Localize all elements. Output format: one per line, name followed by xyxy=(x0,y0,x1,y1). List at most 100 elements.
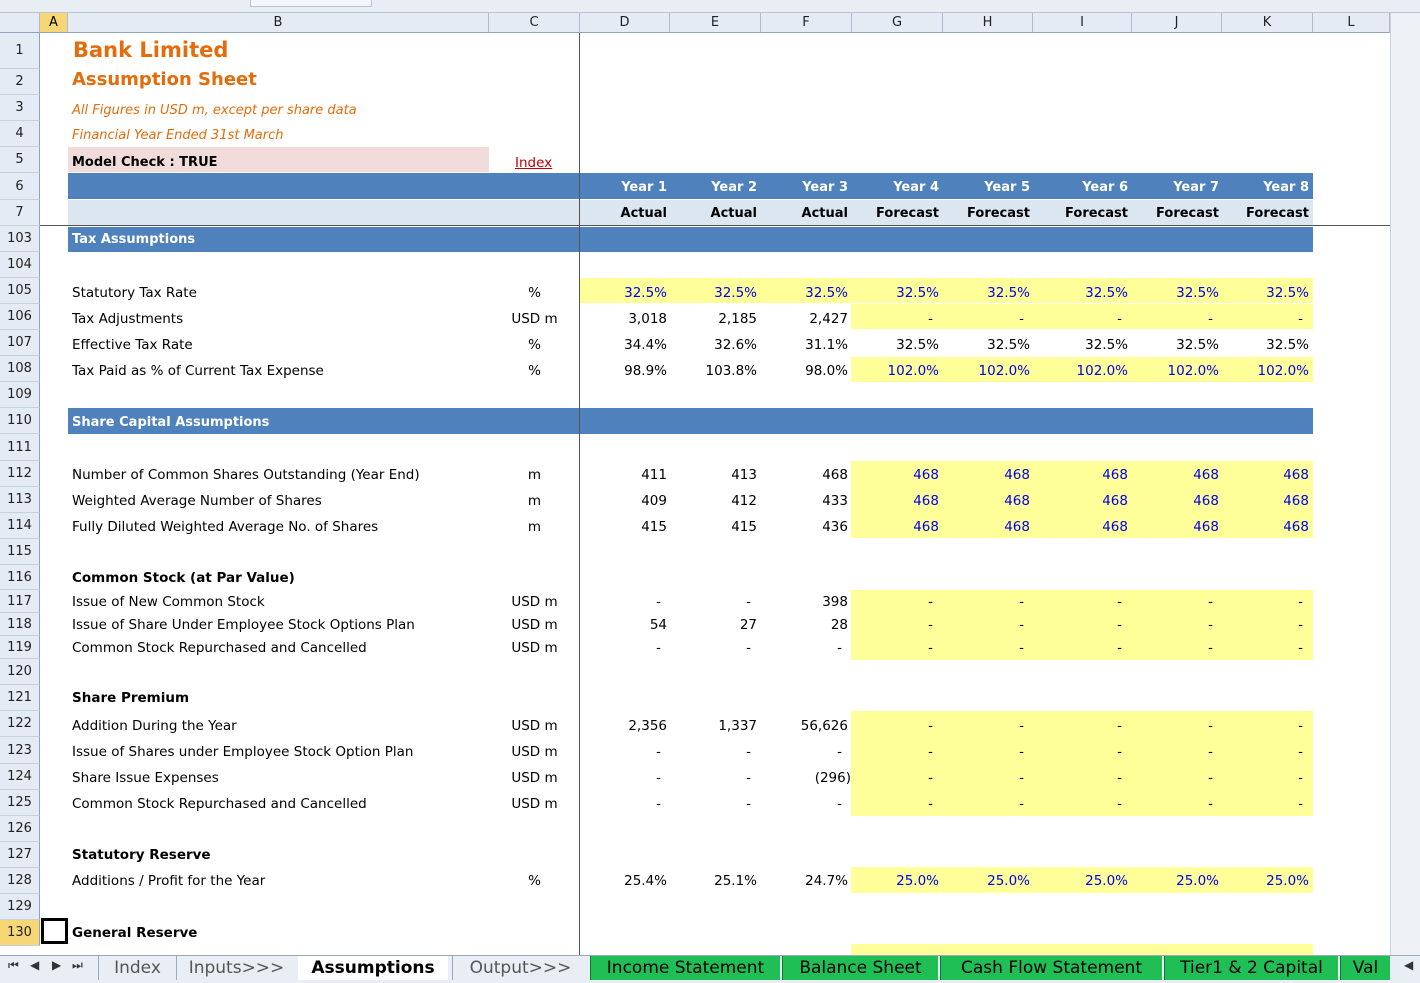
column-header-f[interactable]: F xyxy=(761,13,852,33)
value-cell[interactable]: - xyxy=(1298,718,1303,734)
sheet-tab[interactable]: Output>>> xyxy=(452,956,588,980)
value-cell[interactable]: - xyxy=(1117,617,1122,633)
row-header-129[interactable]: 129 xyxy=(0,894,40,920)
value-cell[interactable]: - xyxy=(1019,718,1024,734)
sheet-tab[interactable]: Tier1 & 2 Capital xyxy=(1164,956,1338,980)
value-cell[interactable]: 32.5% xyxy=(1085,337,1128,353)
value-cell[interactable]: 98.0% xyxy=(805,363,848,379)
value-cell[interactable]: 1,337 xyxy=(718,718,757,734)
value-cell[interactable]: 436 xyxy=(822,519,848,535)
value-cell[interactable]: 468 xyxy=(1193,493,1219,509)
column-header-c[interactable]: C xyxy=(489,13,580,33)
value-cell[interactable]: 32.5% xyxy=(896,285,939,301)
value-cell[interactable]: 32.5% xyxy=(896,337,939,353)
value-cell[interactable]: 102.0% xyxy=(887,363,939,379)
value-cell[interactable]: - xyxy=(746,796,751,812)
column-header-g[interactable]: G xyxy=(852,13,943,33)
value-cell[interactable]: - xyxy=(1117,640,1122,656)
row-header-122[interactable]: 122 xyxy=(0,711,40,737)
value-cell[interactable]: 98.9% xyxy=(624,363,667,379)
value-cell[interactable]: 25.4% xyxy=(624,873,667,889)
select-all-corner[interactable] xyxy=(0,13,40,33)
value-cell[interactable]: - xyxy=(656,594,661,610)
value-cell[interactable]: 102.0% xyxy=(978,363,1030,379)
name-box[interactable] xyxy=(250,0,372,7)
row-header-103[interactable]: 103 xyxy=(0,226,40,252)
column-header-b[interactable]: B xyxy=(68,13,489,33)
value-cell[interactable]: - xyxy=(1019,594,1024,610)
value-cell[interactable]: 468 xyxy=(1102,519,1128,535)
row-header-6[interactable]: 6 xyxy=(0,173,40,200)
value-cell[interactable]: 32.5% xyxy=(987,285,1030,301)
value-cell[interactable]: - xyxy=(1298,311,1303,327)
value-cell[interactable]: - xyxy=(746,744,751,760)
value-cell[interactable]: 34.4% xyxy=(624,337,667,353)
value-cell[interactable]: 468 xyxy=(913,493,939,509)
value-cell[interactable]: 409 xyxy=(641,493,667,509)
column-header-e[interactable]: E xyxy=(670,13,761,33)
value-cell[interactable]: - xyxy=(656,796,661,812)
value-cell[interactable]: - xyxy=(1208,744,1213,760)
value-cell[interactable]: - xyxy=(928,617,933,633)
row-header-107[interactable]: 107 xyxy=(0,330,40,356)
value-cell[interactable]: 32.5% xyxy=(987,337,1030,353)
value-cell[interactable]: 415 xyxy=(731,519,757,535)
value-cell[interactable]: - xyxy=(928,796,933,812)
column-header-a[interactable]: A xyxy=(40,13,68,33)
value-cell[interactable]: - xyxy=(746,770,751,786)
value-cell[interactable]: - xyxy=(1117,718,1122,734)
column-header-l[interactable]: L xyxy=(1313,13,1390,33)
sheet-tab[interactable]: Cash Flow Statement xyxy=(940,956,1162,980)
value-cell[interactable]: - xyxy=(928,718,933,734)
row-header-124[interactable]: 124 xyxy=(0,764,40,790)
row-header-7[interactable]: 7 xyxy=(0,200,40,226)
first-sheet-icon[interactable]: ⏮ xyxy=(8,958,19,972)
column-header-j[interactable]: J xyxy=(1132,13,1222,33)
row-header-106[interactable]: 106 xyxy=(0,304,40,330)
value-cell[interactable]: 24.7% xyxy=(805,873,848,889)
value-cell[interactable]: (296) xyxy=(814,770,851,786)
value-cell[interactable]: 102.0% xyxy=(1257,363,1309,379)
row-header-104[interactable]: 104 xyxy=(0,252,40,278)
sheet-tab[interactable]: Index xyxy=(98,956,176,980)
value-cell[interactable]: - xyxy=(1298,796,1303,812)
row-header-4[interactable]: 4 xyxy=(0,121,40,147)
value-cell[interactable]: 468 xyxy=(1193,467,1219,483)
value-cell[interactable]: 2,356 xyxy=(628,718,667,734)
row-header-128[interactable]: 128 xyxy=(0,868,40,894)
value-cell[interactable]: 32.5% xyxy=(805,285,848,301)
value-cell[interactable]: 54 xyxy=(649,617,667,633)
value-cell[interactable]: 411 xyxy=(641,467,667,483)
value-cell[interactable]: 468 xyxy=(1283,493,1309,509)
value-cell[interactable]: 3,018 xyxy=(628,311,667,327)
value-cell[interactable]: - xyxy=(837,640,842,656)
value-cell[interactable]: 32.5% xyxy=(1266,337,1309,353)
column-header-d[interactable]: D xyxy=(580,13,670,33)
row-header-114[interactable]: 114 xyxy=(0,513,40,539)
value-cell[interactable]: 468 xyxy=(1283,467,1309,483)
value-cell[interactable]: 32.5% xyxy=(1266,285,1309,301)
row-header-2[interactable]: 2 xyxy=(0,69,40,95)
value-cell[interactable]: 468 xyxy=(1004,467,1030,483)
value-cell[interactable]: 27 xyxy=(739,617,757,633)
value-cell[interactable]: - xyxy=(837,744,842,760)
value-cell[interactable]: 28 xyxy=(830,617,848,633)
value-cell[interactable]: - xyxy=(1019,744,1024,760)
value-cell[interactable]: - xyxy=(837,796,842,812)
sheet-tab[interactable]: Income Statement xyxy=(590,956,780,980)
value-cell[interactable]: - xyxy=(656,744,661,760)
active-cell[interactable] xyxy=(41,918,68,944)
scroll-left-icon[interactable]: ◀ xyxy=(1404,958,1414,972)
value-cell[interactable]: - xyxy=(1019,796,1024,812)
sheet-tab[interactable]: Assumptions xyxy=(298,956,448,980)
value-cell[interactable]: 413 xyxy=(731,467,757,483)
value-cell[interactable]: 32.5% xyxy=(714,285,757,301)
value-cell[interactable]: - xyxy=(1117,744,1122,760)
value-cell[interactable]: 25.0% xyxy=(896,873,939,889)
value-cell[interactable]: 25.0% xyxy=(1176,873,1219,889)
value-cell[interactable]: - xyxy=(746,640,751,656)
value-cell[interactable]: 415 xyxy=(641,519,667,535)
row-header-112[interactable]: 112 xyxy=(0,461,40,487)
row-header-127[interactable]: 127 xyxy=(0,842,40,868)
column-header-h[interactable]: H xyxy=(943,13,1033,33)
